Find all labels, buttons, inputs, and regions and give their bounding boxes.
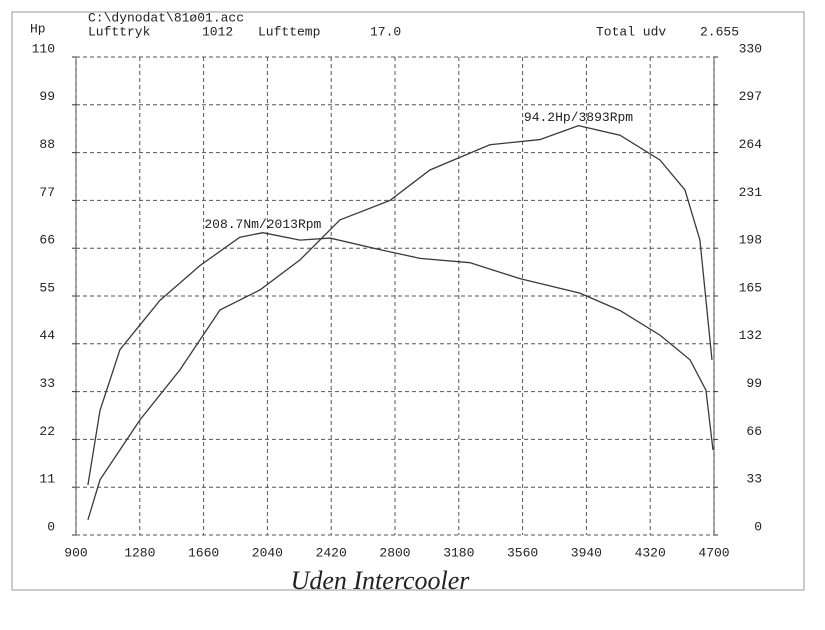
- temp-label: Lufttemp: [258, 24, 320, 39]
- caption: Uden Intercooler: [291, 566, 471, 595]
- y2-tick-label: 330: [739, 41, 762, 56]
- y2-tick-label: 231: [739, 185, 763, 200]
- y2-tick-label: 165: [739, 280, 762, 295]
- x-tick-label: 4700: [698, 545, 729, 560]
- x-tick-label: 4320: [635, 545, 666, 560]
- peak-annotation: 208.7Nm/2013Rpm: [204, 217, 321, 232]
- y-tick-label: 88: [39, 137, 55, 152]
- curve: [87, 124, 713, 520]
- y-tick-label: 66: [39, 233, 55, 248]
- y-tick-label: 33: [39, 376, 55, 391]
- x-tick-label: 1280: [124, 545, 155, 560]
- y2-tick-label: 0: [754, 519, 762, 534]
- y-axis-label: Hp: [30, 21, 46, 36]
- pressure-label: Lufttryk: [88, 24, 151, 39]
- y2-tick-label: 66: [746, 424, 762, 439]
- temp-value: 17.0: [370, 24, 401, 39]
- y2-tick-label: 264: [739, 137, 763, 152]
- x-tick-label: 900: [64, 545, 87, 560]
- curve: [87, 232, 714, 486]
- y2-tick-label: 297: [739, 89, 762, 104]
- y2-tick-label: 132: [739, 328, 762, 343]
- peak-annotation: 94.2Hp/3893Rpm: [524, 110, 633, 125]
- y-tick-label: 22: [39, 424, 55, 439]
- total-label: Total udv: [596, 24, 666, 39]
- y2-tick-label: 33: [746, 472, 762, 487]
- y-tick-label: 55: [39, 280, 55, 295]
- x-tick-label: 2040: [252, 545, 283, 560]
- x-tick-label: 3180: [443, 545, 474, 560]
- y2-tick-label: 99: [746, 376, 762, 391]
- y2-tick-label: 198: [739, 233, 762, 248]
- y-tick-label: 44: [39, 328, 55, 343]
- x-tick-label: 1660: [188, 545, 219, 560]
- y-tick-label: 11: [39, 472, 55, 487]
- x-tick-label: 3560: [507, 545, 538, 560]
- y-tick-label: 0: [47, 519, 55, 534]
- total-value: 2.655: [700, 24, 739, 39]
- x-tick-label: 2800: [379, 545, 410, 560]
- pressure-value: 1012: [202, 24, 233, 39]
- x-tick-label: 2420: [316, 545, 347, 560]
- y-tick-label: 77: [39, 185, 55, 200]
- frame: [11, 11, 805, 591]
- file-name: C:\dynodat\81ø01.acc: [88, 10, 244, 25]
- x-tick-label: 3940: [571, 545, 602, 560]
- y-tick-label: 99: [39, 89, 55, 104]
- y-tick-label: 110: [32, 41, 55, 56]
